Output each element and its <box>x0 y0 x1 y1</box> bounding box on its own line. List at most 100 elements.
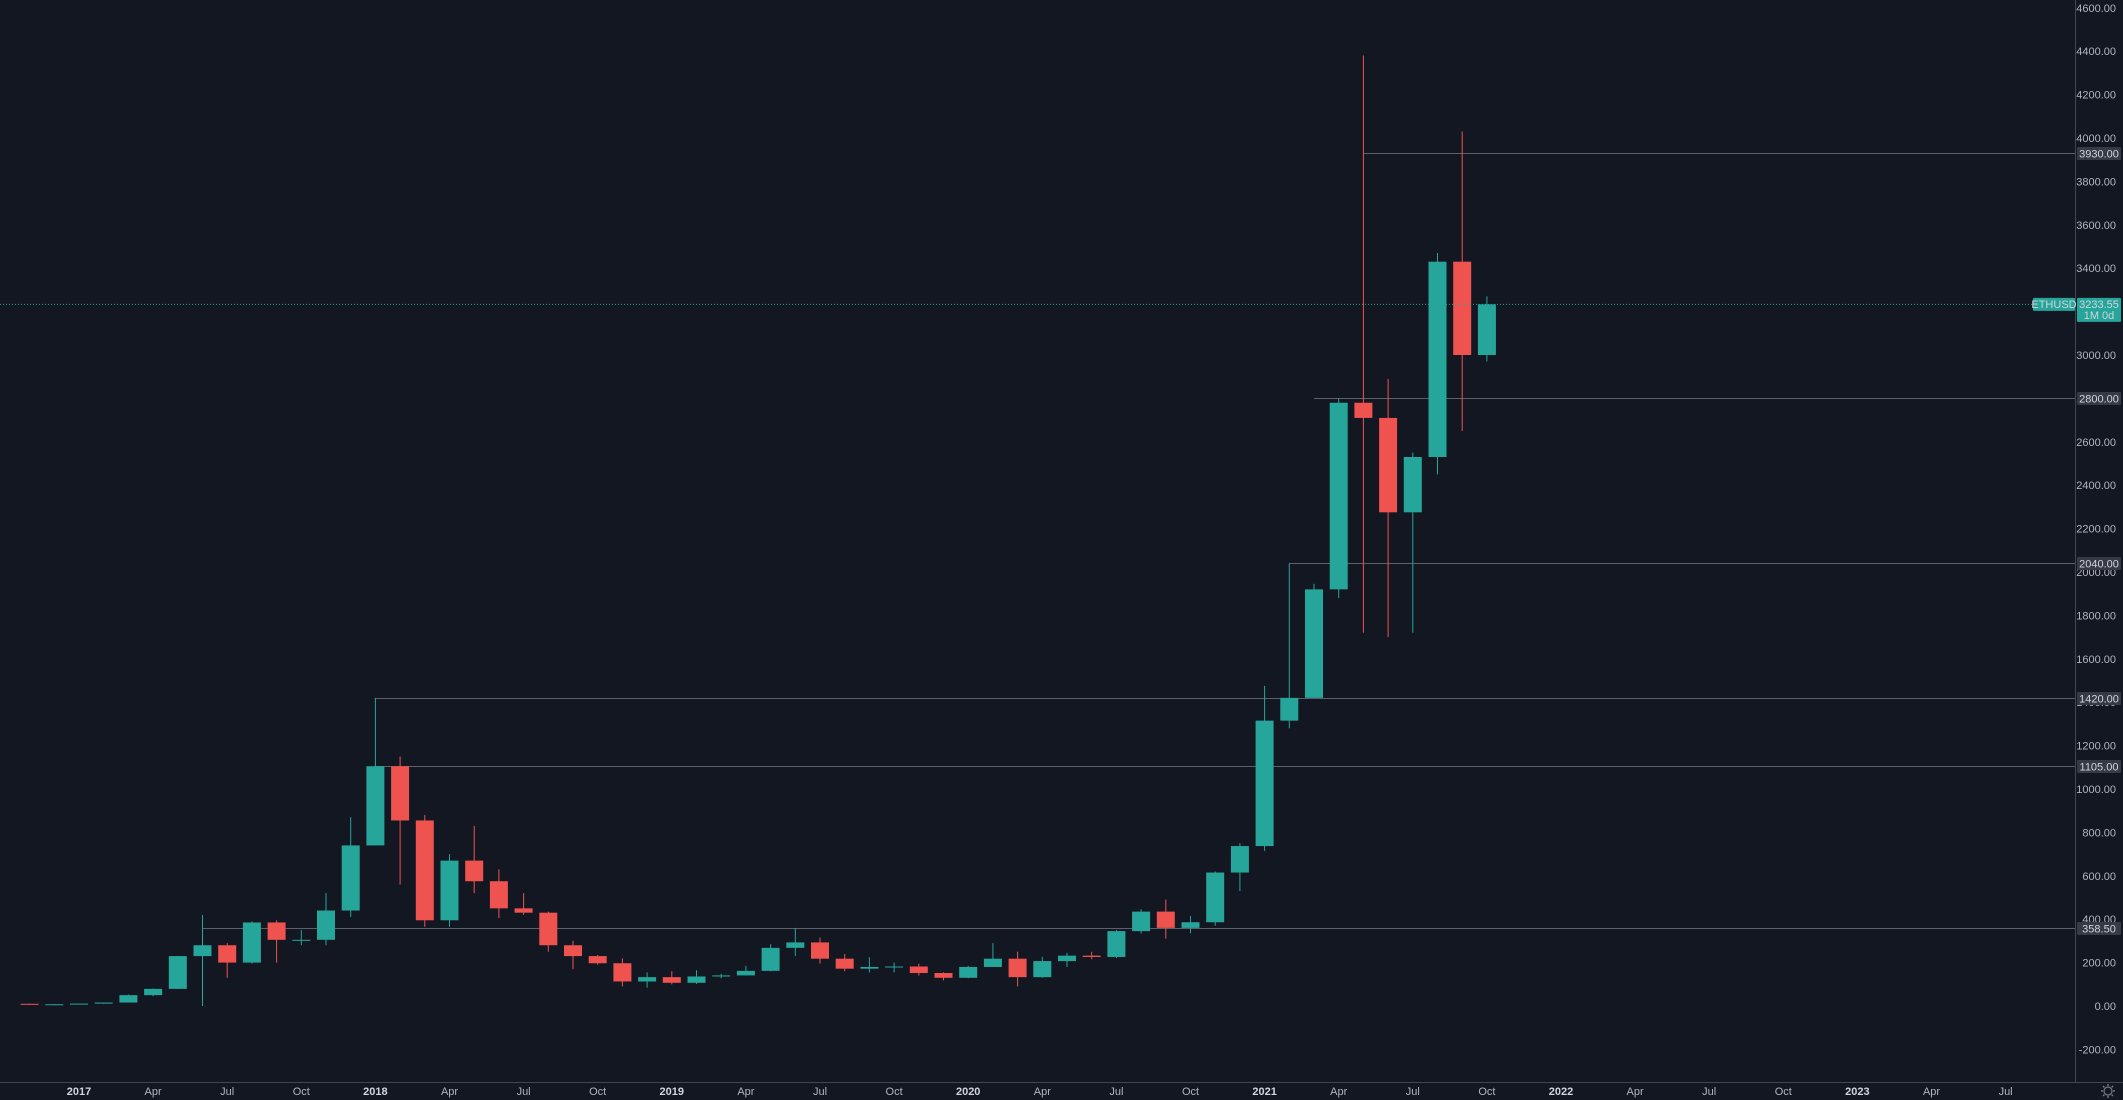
candle-body <box>687 976 706 983</box>
candle-body <box>811 942 829 959</box>
price-tick-label: 3800.00 <box>2076 176 2116 188</box>
candle-body <box>1453 261 1472 355</box>
candle-body <box>1033 961 1052 978</box>
candle-body <box>218 945 237 963</box>
candle-body <box>1379 417 1398 513</box>
candle <box>465 825 484 894</box>
candle-body <box>341 845 360 911</box>
symbol-badge <box>2033 297 2075 311</box>
level-label-badge <box>2077 760 2121 773</box>
price-tick-label: 1000.00 <box>2076 784 2116 796</box>
candle-body <box>366 766 385 846</box>
price-tick-label: 2400.00 <box>2076 480 2116 492</box>
candle <box>366 697 385 846</box>
candle-body <box>415 820 434 921</box>
price-tick-label: 4600.00 <box>2076 3 2116 15</box>
time-tick-label: Jul <box>1406 1086 1420 1098</box>
candle-body <box>638 977 657 982</box>
candle-body <box>45 1004 64 1006</box>
candle <box>613 958 632 987</box>
time-axis-ticks: 2017 Apr Jul Oct 2018 Apr Jul Oct 2019 Apr Jul Oct 2… <box>67 1086 2013 1098</box>
time-tick-label: Jul <box>1109 1086 1123 1098</box>
level-label-badge <box>2077 147 2121 160</box>
time-tick-label: Oct <box>886 1086 903 1098</box>
candle-body <box>1107 931 1126 957</box>
current-price-badge <box>2077 297 2121 322</box>
time-tick-label: 2023 <box>1845 1086 1869 1098</box>
candle <box>391 756 410 885</box>
countdown-label: 1M 0d <box>2084 310 2115 322</box>
time-tick-label: 2020 <box>956 1086 980 1098</box>
time-tick-label: 2022 <box>1549 1086 1573 1098</box>
candle-body <box>242 922 261 963</box>
time-tick-label: Apr <box>1330 1086 1347 1098</box>
candle-body <box>1403 456 1422 513</box>
candle <box>588 955 607 965</box>
price-tick-label: 4400.00 <box>2076 46 2116 58</box>
candle-body <box>786 942 805 948</box>
gear-icon[interactable] <box>2101 1084 2115 1098</box>
candle-body <box>144 988 163 996</box>
candle-body <box>712 975 731 977</box>
candle <box>687 970 706 984</box>
level-price-label: 1420.00 <box>2079 694 2119 706</box>
price-tick-label: 3600.00 <box>2076 220 2116 232</box>
candle-body <box>465 860 484 882</box>
time-tick-label: Apr <box>1923 1086 1940 1098</box>
current-price-label: 3233.55 <box>2079 299 2119 311</box>
candle-body <box>860 966 879 969</box>
candle <box>860 957 879 973</box>
level-label-badge <box>2077 922 2121 935</box>
candle-body <box>119 995 138 1003</box>
candle <box>1082 951 1101 960</box>
candle <box>1206 871 1225 926</box>
candle-body <box>267 922 286 940</box>
time-tick-label: Jul <box>517 1086 531 1098</box>
candle-body <box>1255 720 1274 847</box>
candle-body <box>588 956 607 964</box>
candle-body <box>1181 922 1200 928</box>
candle <box>70 1003 88 1005</box>
candle-body <box>1082 955 1101 957</box>
candle-body <box>885 966 904 968</box>
price-tick-label: 200.00 <box>2082 958 2116 970</box>
candle <box>242 921 261 964</box>
candle-body <box>1305 589 1323 698</box>
candles <box>20 55 1496 1006</box>
level-price-label: 1105.00 <box>2080 762 2119 774</box>
price-tick-label: -200.00 <box>2079 1044 2116 1056</box>
candle <box>514 893 533 915</box>
candle <box>1033 956 1052 978</box>
time-tick-label: Oct <box>1182 1086 1199 1098</box>
candle-body <box>835 958 854 969</box>
time-tick-label: Apr <box>145 1086 162 1098</box>
candle-body <box>983 958 1002 967</box>
candle-body <box>168 956 187 989</box>
candle <box>1107 930 1126 959</box>
time-tick-label: Oct <box>1478 1086 1495 1098</box>
time-tick-label: Jul <box>813 1086 827 1098</box>
level-label-badge <box>2077 692 2121 705</box>
candle <box>761 944 780 972</box>
candle <box>267 920 286 963</box>
candle <box>45 1004 64 1006</box>
time-tick-label: Oct <box>293 1086 310 1098</box>
candle <box>1132 909 1151 934</box>
candle <box>20 1003 39 1005</box>
candle-body <box>909 966 928 974</box>
level-label-badge <box>2077 392 2121 405</box>
candle <box>564 940 582 970</box>
level-label-badge <box>2077 557 2121 570</box>
candle-body <box>761 947 780 971</box>
candle <box>983 943 1002 967</box>
price-tick-label: 1600.00 <box>2076 654 2116 666</box>
time-tick-label: Jul <box>1999 1086 2013 1098</box>
candle-body <box>662 977 681 983</box>
candle <box>440 854 459 927</box>
candle <box>638 972 657 988</box>
time-tick-label: Oct <box>1775 1086 1792 1098</box>
time-axis[interactable]: 2017 Apr Jul Oct 2018 Apr Jul Oct 2019 Apr Jul Oct 2… <box>0 1082 2123 1099</box>
candle <box>736 965 755 976</box>
